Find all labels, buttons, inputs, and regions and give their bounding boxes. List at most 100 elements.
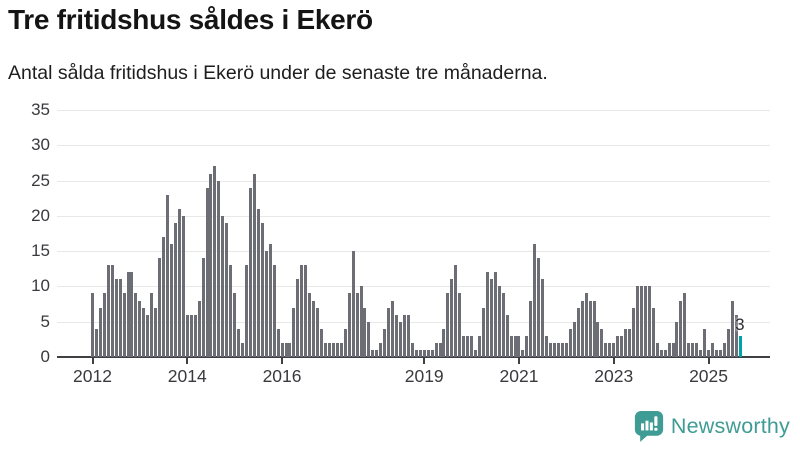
y-axis-tick-label: 30 xyxy=(31,135,50,155)
bar xyxy=(387,308,391,357)
x-axis-tick xyxy=(612,358,615,364)
bar xyxy=(327,343,331,357)
bar xyxy=(233,293,237,357)
bar xyxy=(410,343,414,357)
bar xyxy=(545,336,549,357)
bar xyxy=(442,329,446,357)
bar xyxy=(718,350,722,357)
bar xyxy=(647,286,651,357)
x-axis-tick-label: 2014 xyxy=(167,366,207,386)
bar xyxy=(248,188,252,357)
bar xyxy=(229,265,233,357)
bar xyxy=(363,308,367,357)
bar xyxy=(683,293,687,357)
bar xyxy=(316,308,320,357)
bar xyxy=(320,329,324,357)
bar xyxy=(655,343,659,357)
bar xyxy=(347,293,351,357)
bar xyxy=(335,343,339,357)
bar xyxy=(402,315,406,357)
gridline xyxy=(57,145,770,147)
bar xyxy=(379,343,383,357)
bar xyxy=(679,301,683,357)
x-axis-tick-label: 2025 xyxy=(689,366,728,386)
bar xyxy=(245,265,249,357)
bar xyxy=(138,301,142,357)
bar xyxy=(395,315,399,357)
bar xyxy=(485,272,489,357)
x-axis-tick-label: 2023 xyxy=(594,366,634,386)
bar xyxy=(252,174,256,357)
bar xyxy=(102,293,106,357)
bar xyxy=(98,308,102,357)
bar xyxy=(663,350,667,357)
bar xyxy=(434,343,438,357)
bar xyxy=(343,329,347,357)
bar xyxy=(667,343,671,357)
bar xyxy=(517,336,521,357)
bar xyxy=(213,166,217,357)
bar xyxy=(391,301,395,357)
bar xyxy=(454,265,458,357)
bar xyxy=(323,343,327,357)
bar xyxy=(193,315,197,357)
bar xyxy=(158,258,162,357)
bar xyxy=(177,209,181,357)
x-axis-tick xyxy=(186,358,189,364)
bar xyxy=(533,244,537,357)
bar xyxy=(734,315,738,357)
bar xyxy=(632,308,636,357)
bar xyxy=(710,343,714,357)
bar xyxy=(256,209,260,357)
gridline xyxy=(57,215,770,217)
bar xyxy=(426,350,430,357)
gridline xyxy=(57,251,770,253)
bar xyxy=(209,174,213,357)
bar xyxy=(280,343,284,357)
bar xyxy=(430,350,434,357)
bar xyxy=(501,293,505,357)
bar xyxy=(568,329,572,357)
bar-chart-bubble-icon xyxy=(634,410,664,442)
last-value-label: 3 xyxy=(735,314,745,334)
bar xyxy=(604,343,608,357)
bar xyxy=(264,251,268,357)
bar xyxy=(643,286,647,357)
bar xyxy=(596,322,600,357)
bar xyxy=(300,265,304,357)
bar xyxy=(580,301,584,357)
bar xyxy=(154,308,158,357)
newsworthy-brand-text: Newsworthy xyxy=(670,413,790,438)
bar xyxy=(608,343,612,357)
bar xyxy=(169,244,173,357)
highlighted-bar xyxy=(738,336,742,357)
bar xyxy=(221,216,225,357)
bar xyxy=(564,343,568,357)
y-axis-tick-label: 35 xyxy=(31,100,50,119)
bar xyxy=(142,308,146,357)
bar xyxy=(560,343,564,357)
bar xyxy=(481,308,485,357)
bar xyxy=(675,322,679,357)
gridline xyxy=(57,286,770,288)
bar xyxy=(118,279,122,357)
x-axis-tick-label: 2012 xyxy=(73,366,112,386)
bar xyxy=(126,272,130,357)
bar xyxy=(339,343,343,357)
bar xyxy=(458,293,462,357)
bar xyxy=(173,223,177,357)
y-axis-tick-label: 10 xyxy=(31,276,50,296)
bar xyxy=(513,336,517,357)
bar xyxy=(635,286,639,357)
bar xyxy=(584,293,588,357)
bar xyxy=(576,308,580,357)
bar xyxy=(730,301,734,357)
bar xyxy=(493,272,497,357)
bar xyxy=(189,315,193,357)
bar xyxy=(497,286,501,357)
bar xyxy=(296,279,300,357)
bar xyxy=(505,315,509,357)
y-axis-tick-label: 20 xyxy=(31,205,50,225)
gridline xyxy=(57,180,770,182)
